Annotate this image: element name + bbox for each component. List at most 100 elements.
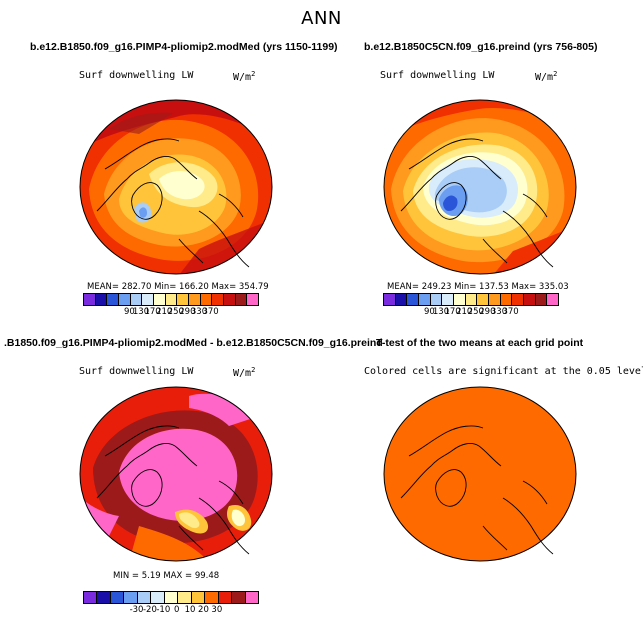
colorbar-swatch — [489, 294, 501, 305]
panel4-subtitle: Colored cells are significant at the 0.0… — [364, 366, 643, 377]
colorbar-swatch — [84, 294, 96, 305]
colorbar-tick-label: 290 — [179, 307, 196, 317]
colorbar-swatch — [442, 294, 455, 305]
colorbar-tick-label: 250 — [167, 307, 184, 317]
colorbar-tick-label: -30 — [129, 605, 144, 615]
colorbar-tick-label: -20 — [142, 605, 157, 615]
colorbar-swatch — [84, 592, 98, 603]
colorbar-swatch — [119, 294, 131, 305]
colorbar-swatch — [232, 592, 246, 603]
panel3-units: W/m2 — [233, 366, 256, 379]
colorbar-swatch — [107, 294, 120, 305]
colorbar-swatch — [151, 592, 165, 603]
colorbar-swatch — [535, 294, 548, 305]
panel1-map — [79, 99, 273, 275]
colorbar-swatch — [165, 294, 178, 305]
coastlines — [400, 425, 554, 555]
panel2-colorbar-ticks: 90 130 170 210 250 290 330 370 — [383, 307, 557, 318]
colorbar-swatch — [465, 294, 478, 305]
panel1-stats: MEAN= 282.70 Min= 166.20 Max= 354.79 — [87, 282, 269, 292]
colorbar-swatch — [164, 592, 179, 603]
colorbar-swatch — [177, 294, 190, 305]
colorbar-swatch — [142, 294, 155, 305]
colorbar-swatch — [419, 294, 431, 305]
colorbar-tick-label: 330 — [190, 307, 208, 317]
coastlines — [400, 138, 554, 268]
panel2-colorbar — [383, 293, 559, 306]
panel4-title: T-test of the two means at each grid poi… — [376, 337, 584, 349]
colorbar-tick-label: 210 — [456, 307, 473, 317]
colorbar-tick-label: 170 — [444, 307, 461, 317]
colorbar-swatch — [205, 592, 219, 603]
colorbar-swatch — [191, 592, 206, 603]
map-border — [79, 386, 273, 562]
colorbar-swatch — [395, 294, 408, 305]
panel2-stats: MEAN= 249.23 Min= 137.53 Max= 335.03 — [387, 282, 569, 292]
colorbar-tick-label: 130 — [132, 307, 150, 317]
panel2-units: W/m2 — [535, 70, 558, 83]
colorbar-tick-label: 330 — [490, 307, 508, 317]
colorbar-swatch — [137, 592, 152, 603]
colorbar-swatch — [110, 592, 125, 603]
panel3-stats: MIN = 5.19 MAX = 99.48 — [113, 571, 220, 581]
colorbar-swatch — [547, 294, 559, 305]
colorbar-tick-label: 370 — [202, 307, 219, 317]
colorbar-swatch — [500, 294, 513, 305]
map-border — [383, 99, 577, 275]
panel3-colorbar — [83, 591, 259, 604]
colorbar-tick-label: 170 — [144, 307, 161, 317]
panel4-map — [383, 386, 577, 562]
panel1-variable: Surf downwelling LW — [79, 70, 194, 81]
colorbar-tick-label: 90 — [423, 307, 435, 317]
colorbar-swatch — [477, 294, 490, 305]
panel3-variable: Surf downwelling LW — [79, 366, 194, 377]
panel2-map — [383, 99, 577, 275]
colorbar-tick-label: 250 — [467, 307, 484, 317]
colorbar-swatch — [95, 294, 108, 305]
colorbar-swatch — [130, 294, 143, 305]
colorbar-swatch — [218, 592, 233, 603]
colorbar-tick-label: 370 — [502, 307, 519, 317]
colorbar-tick-label: 30 — [211, 605, 223, 615]
colorbar-swatch — [124, 592, 138, 603]
colorbar-swatch — [454, 294, 466, 305]
map-border — [383, 386, 577, 562]
significance-fill — [384, 387, 576, 561]
colorbar-tick-label: 20 — [198, 605, 209, 615]
colorbar-swatch — [247, 294, 259, 305]
coastlines — [96, 425, 250, 555]
colorbar-swatch — [200, 294, 213, 305]
panel3-colorbar-ticks: -30 -20 -10 0 10 20 30 — [83, 605, 257, 616]
colorbar-swatch — [189, 294, 201, 305]
colorbar-tick-label: 290 — [479, 307, 496, 317]
figure-title: ANN — [301, 8, 342, 29]
coastlines — [96, 138, 250, 268]
colorbar-swatch — [235, 294, 248, 305]
colorbar-tick-label: -10 — [156, 605, 171, 615]
colorbar-tick-label: 0 — [173, 605, 180, 615]
colorbar-swatch — [224, 294, 236, 305]
panel1-colorbar — [83, 293, 259, 306]
map-border — [79, 99, 273, 275]
colorbar-tick-label: 10 — [184, 605, 196, 615]
panel1-colorbar-ticks: 90 130 170 210 250 290 330 370 — [83, 307, 257, 318]
panel1-title: b.e12.B1850.f09_g16.PIMP4-pliomip2.modMe… — [30, 41, 338, 53]
panel3-map — [79, 386, 273, 562]
colorbar-swatch — [384, 294, 396, 305]
colorbar-swatch — [154, 294, 166, 305]
colorbar-swatch — [407, 294, 420, 305]
panel1-units: W/m2 — [233, 70, 256, 83]
colorbar-tick-label: 210 — [156, 307, 173, 317]
colorbar-swatch — [97, 592, 111, 603]
panel2-title: b.e12.B1850C5CN.f09_g16.preind (yrs 756-… — [364, 41, 598, 53]
colorbar-tick-label: 90 — [123, 307, 135, 317]
colorbar-swatch — [245, 592, 259, 603]
panel3-title: .B1850.f09_g16.PIMP4-pliomip2.modMed - b… — [4, 337, 383, 349]
colorbar-swatch — [512, 294, 525, 305]
colorbar-tick-label: 130 — [432, 307, 450, 317]
panel2-variable: Surf downwelling LW — [380, 70, 495, 81]
colorbar-swatch — [212, 294, 225, 305]
colorbar-swatch — [524, 294, 536, 305]
colorbar-swatch — [178, 592, 192, 603]
colorbar-swatch — [430, 294, 443, 305]
